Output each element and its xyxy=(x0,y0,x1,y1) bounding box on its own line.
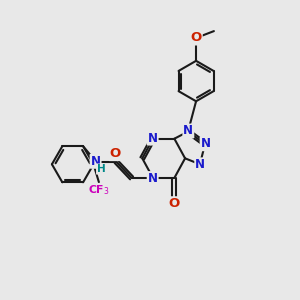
Text: N: N xyxy=(148,132,158,145)
Text: N: N xyxy=(183,124,193,137)
Text: N: N xyxy=(91,155,100,168)
Text: N: N xyxy=(201,137,211,150)
Text: N: N xyxy=(148,172,158,185)
Text: N: N xyxy=(195,158,205,171)
Text: CF$_3$: CF$_3$ xyxy=(88,184,110,197)
Text: O: O xyxy=(190,32,202,44)
Text: O: O xyxy=(110,147,121,160)
Text: H: H xyxy=(97,164,105,174)
Text: O: O xyxy=(169,197,180,210)
